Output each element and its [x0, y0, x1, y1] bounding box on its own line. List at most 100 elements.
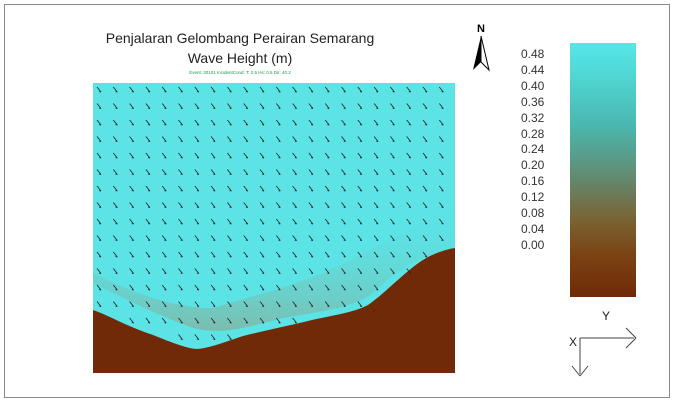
wave-arrow [390, 136, 395, 142]
wave-arrow [227, 317, 232, 324]
wave-arrow [324, 301, 330, 307]
wave-arrow [292, 235, 297, 241]
wave-arrow [292, 317, 297, 324]
wave-arrow [243, 218, 249, 225]
wave-arrow [422, 235, 428, 241]
wave-arrow [259, 86, 265, 93]
wave-arrow [406, 136, 412, 142]
wave-arrow [275, 301, 281, 307]
map-subtitle: Wave Height (m) [187, 50, 293, 66]
wave-arrow [438, 235, 444, 241]
wave-arrow [357, 218, 363, 225]
wave-arrow [129, 268, 134, 274]
wave-arrow [324, 103, 330, 109]
wave-arrow [227, 136, 232, 142]
wave-arrow [324, 185, 330, 192]
wave-arrow [373, 218, 379, 225]
wave-arrow [227, 169, 232, 175]
wave-arrow [406, 251, 412, 258]
wave-arrow [210, 334, 216, 340]
wave-arrow [243, 301, 249, 307]
wave-arrow [227, 334, 232, 340]
wave-arrow [259, 301, 265, 307]
wave-arrow [341, 185, 346, 192]
colorbar-tick-label: 0.48 [521, 47, 545, 61]
wave-arrow [129, 251, 134, 258]
wave-arrow [227, 268, 232, 274]
wave-arrow [112, 235, 118, 241]
wave-arrow [275, 152, 281, 159]
wave-arrow [210, 202, 216, 208]
wave-arrow [129, 301, 134, 307]
wave-arrow [275, 235, 281, 241]
wave-arrow [129, 202, 134, 208]
wave-arrow [243, 317, 249, 324]
wave-arrow [259, 152, 265, 159]
wave-arrow [390, 103, 395, 109]
wave-arrow [112, 119, 118, 126]
wave-arrow [112, 152, 118, 159]
wave-arrow [275, 86, 281, 93]
colorbar-tick-label: 0.40 [521, 78, 545, 93]
wave-arrow [145, 284, 151, 291]
wave-arrow [194, 235, 200, 241]
wave-arrow [243, 202, 249, 208]
wave-arrow [357, 119, 363, 126]
wave-arrow [96, 152, 102, 159]
wave-arrow [112, 169, 118, 175]
wave-arrow [145, 185, 151, 192]
wave-arrow [324, 218, 330, 225]
wave-arrow [227, 284, 232, 291]
wave-arrow [259, 169, 265, 175]
wave-arrow [438, 185, 444, 192]
wave-height-map [93, 83, 455, 373]
wave-arrow [324, 284, 330, 291]
wave-arrow [292, 218, 297, 225]
colorbar-tick-label: 0.32 [521, 110, 545, 125]
wave-arrow [129, 317, 134, 324]
wave-arrow [308, 103, 314, 109]
wave-arrow [178, 202, 183, 208]
wave-arrow [178, 268, 183, 274]
wave-arrow [129, 235, 134, 241]
wave-arrow [390, 218, 395, 225]
wave-arrow [406, 235, 412, 241]
north-label: N [477, 23, 485, 35]
wave-arrow [178, 185, 183, 192]
wave-arrow [96, 119, 102, 126]
wave-arrow [129, 218, 134, 225]
wave-arrow [112, 268, 118, 274]
wave-arrow [406, 119, 412, 126]
wave-arrow [373, 169, 379, 175]
wave-arrow [96, 301, 102, 307]
wave-arrow [161, 152, 167, 159]
wave-arrow [243, 284, 249, 291]
wave-arrow [129, 86, 134, 93]
event-info: Event: 30101 IncidentCond: T: 2.5 Hs: 0.… [189, 70, 291, 75]
wave-arrow [422, 119, 428, 126]
wave-arrow [96, 136, 102, 142]
wave-arrow [406, 152, 412, 159]
wave-arrow [243, 251, 249, 258]
wave-arrow [357, 301, 363, 307]
wave-arrow [194, 152, 200, 159]
wave-arrow [275, 169, 281, 175]
wave-arrow [194, 202, 200, 208]
wave-arrow [145, 152, 151, 159]
wave-arrow [373, 103, 379, 109]
wave-arrow [145, 301, 151, 307]
wave-arrow [406, 268, 412, 274]
wave-arrow [373, 119, 379, 126]
wave-arrow [341, 202, 346, 208]
wave-arrow [373, 152, 379, 159]
wave-arrow [292, 185, 297, 192]
wave-arrow [161, 202, 167, 208]
wave-arrow [275, 218, 281, 225]
wave-arrow [178, 103, 183, 109]
wave-arrow [390, 86, 395, 93]
colorbar-tick-label: 0.24 [521, 142, 545, 157]
wave-arrow [96, 218, 102, 225]
wave-arrow [324, 86, 330, 93]
wave-arrow [161, 317, 167, 324]
wave-arrow [406, 86, 412, 93]
